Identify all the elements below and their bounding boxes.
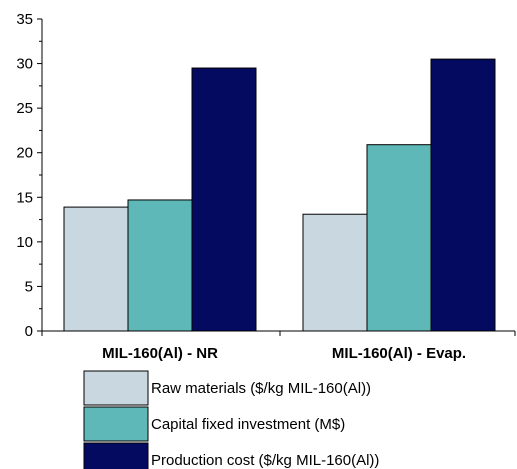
legend: Raw materials ($/kg MIL-160(Al)) Capital … [83,370,379,469]
y-tick-label: 15 [16,189,33,206]
legend-label: Raw materials ($/kg MIL-160(Al)) [151,380,371,397]
x-tick-label: MIL-160(Al) - Evap. [332,345,466,362]
y-tick-label: 25 [16,100,33,117]
bars [63,58,496,332]
bar [191,67,257,332]
bar [302,213,368,332]
legend-swatch [83,406,149,442]
labels: 0 5 10 15 20 25 30 35 MIL-160(Al) - NR MIL-160(Al… [16,11,466,362]
y-tick-label: 0 [25,323,33,340]
y-tick-label: 5 [25,278,33,295]
bar [63,206,129,332]
bar [366,144,432,332]
legend-swatch [83,370,149,406]
bar [430,58,496,332]
y-tick-label: 10 [16,234,33,251]
legend-label: Capital fixed investment (M$) [151,416,345,433]
y-tick-label: 35 [16,11,33,28]
y-tick-label: 20 [16,145,33,162]
y-tick-label: 30 [16,56,33,73]
bar [127,199,193,332]
x-tick-label: MIL-160(Al) - NR [102,345,218,362]
legend-label: Production cost ($/kg MIL-160(Al)) [151,452,379,469]
legend-swatch [83,442,149,469]
